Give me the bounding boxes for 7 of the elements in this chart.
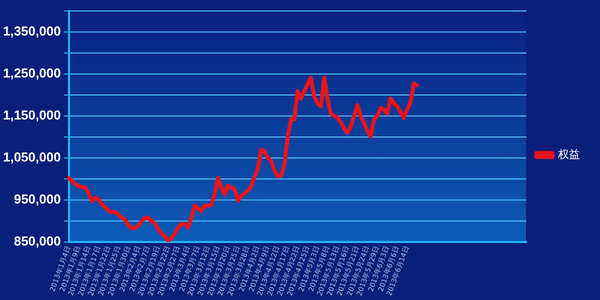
y-tick-label: 850,000 <box>14 234 61 249</box>
y-tick-label: 1,250,000 <box>2 65 61 80</box>
y-tick-label: 1,050,000 <box>2 150 61 165</box>
legend-label: 权益 <box>557 148 580 161</box>
y-tick-label: 950,000 <box>14 192 61 207</box>
y-tick-label: 1,350,000 <box>2 23 61 38</box>
y-tick-label: 1,150,000 <box>2 108 61 123</box>
